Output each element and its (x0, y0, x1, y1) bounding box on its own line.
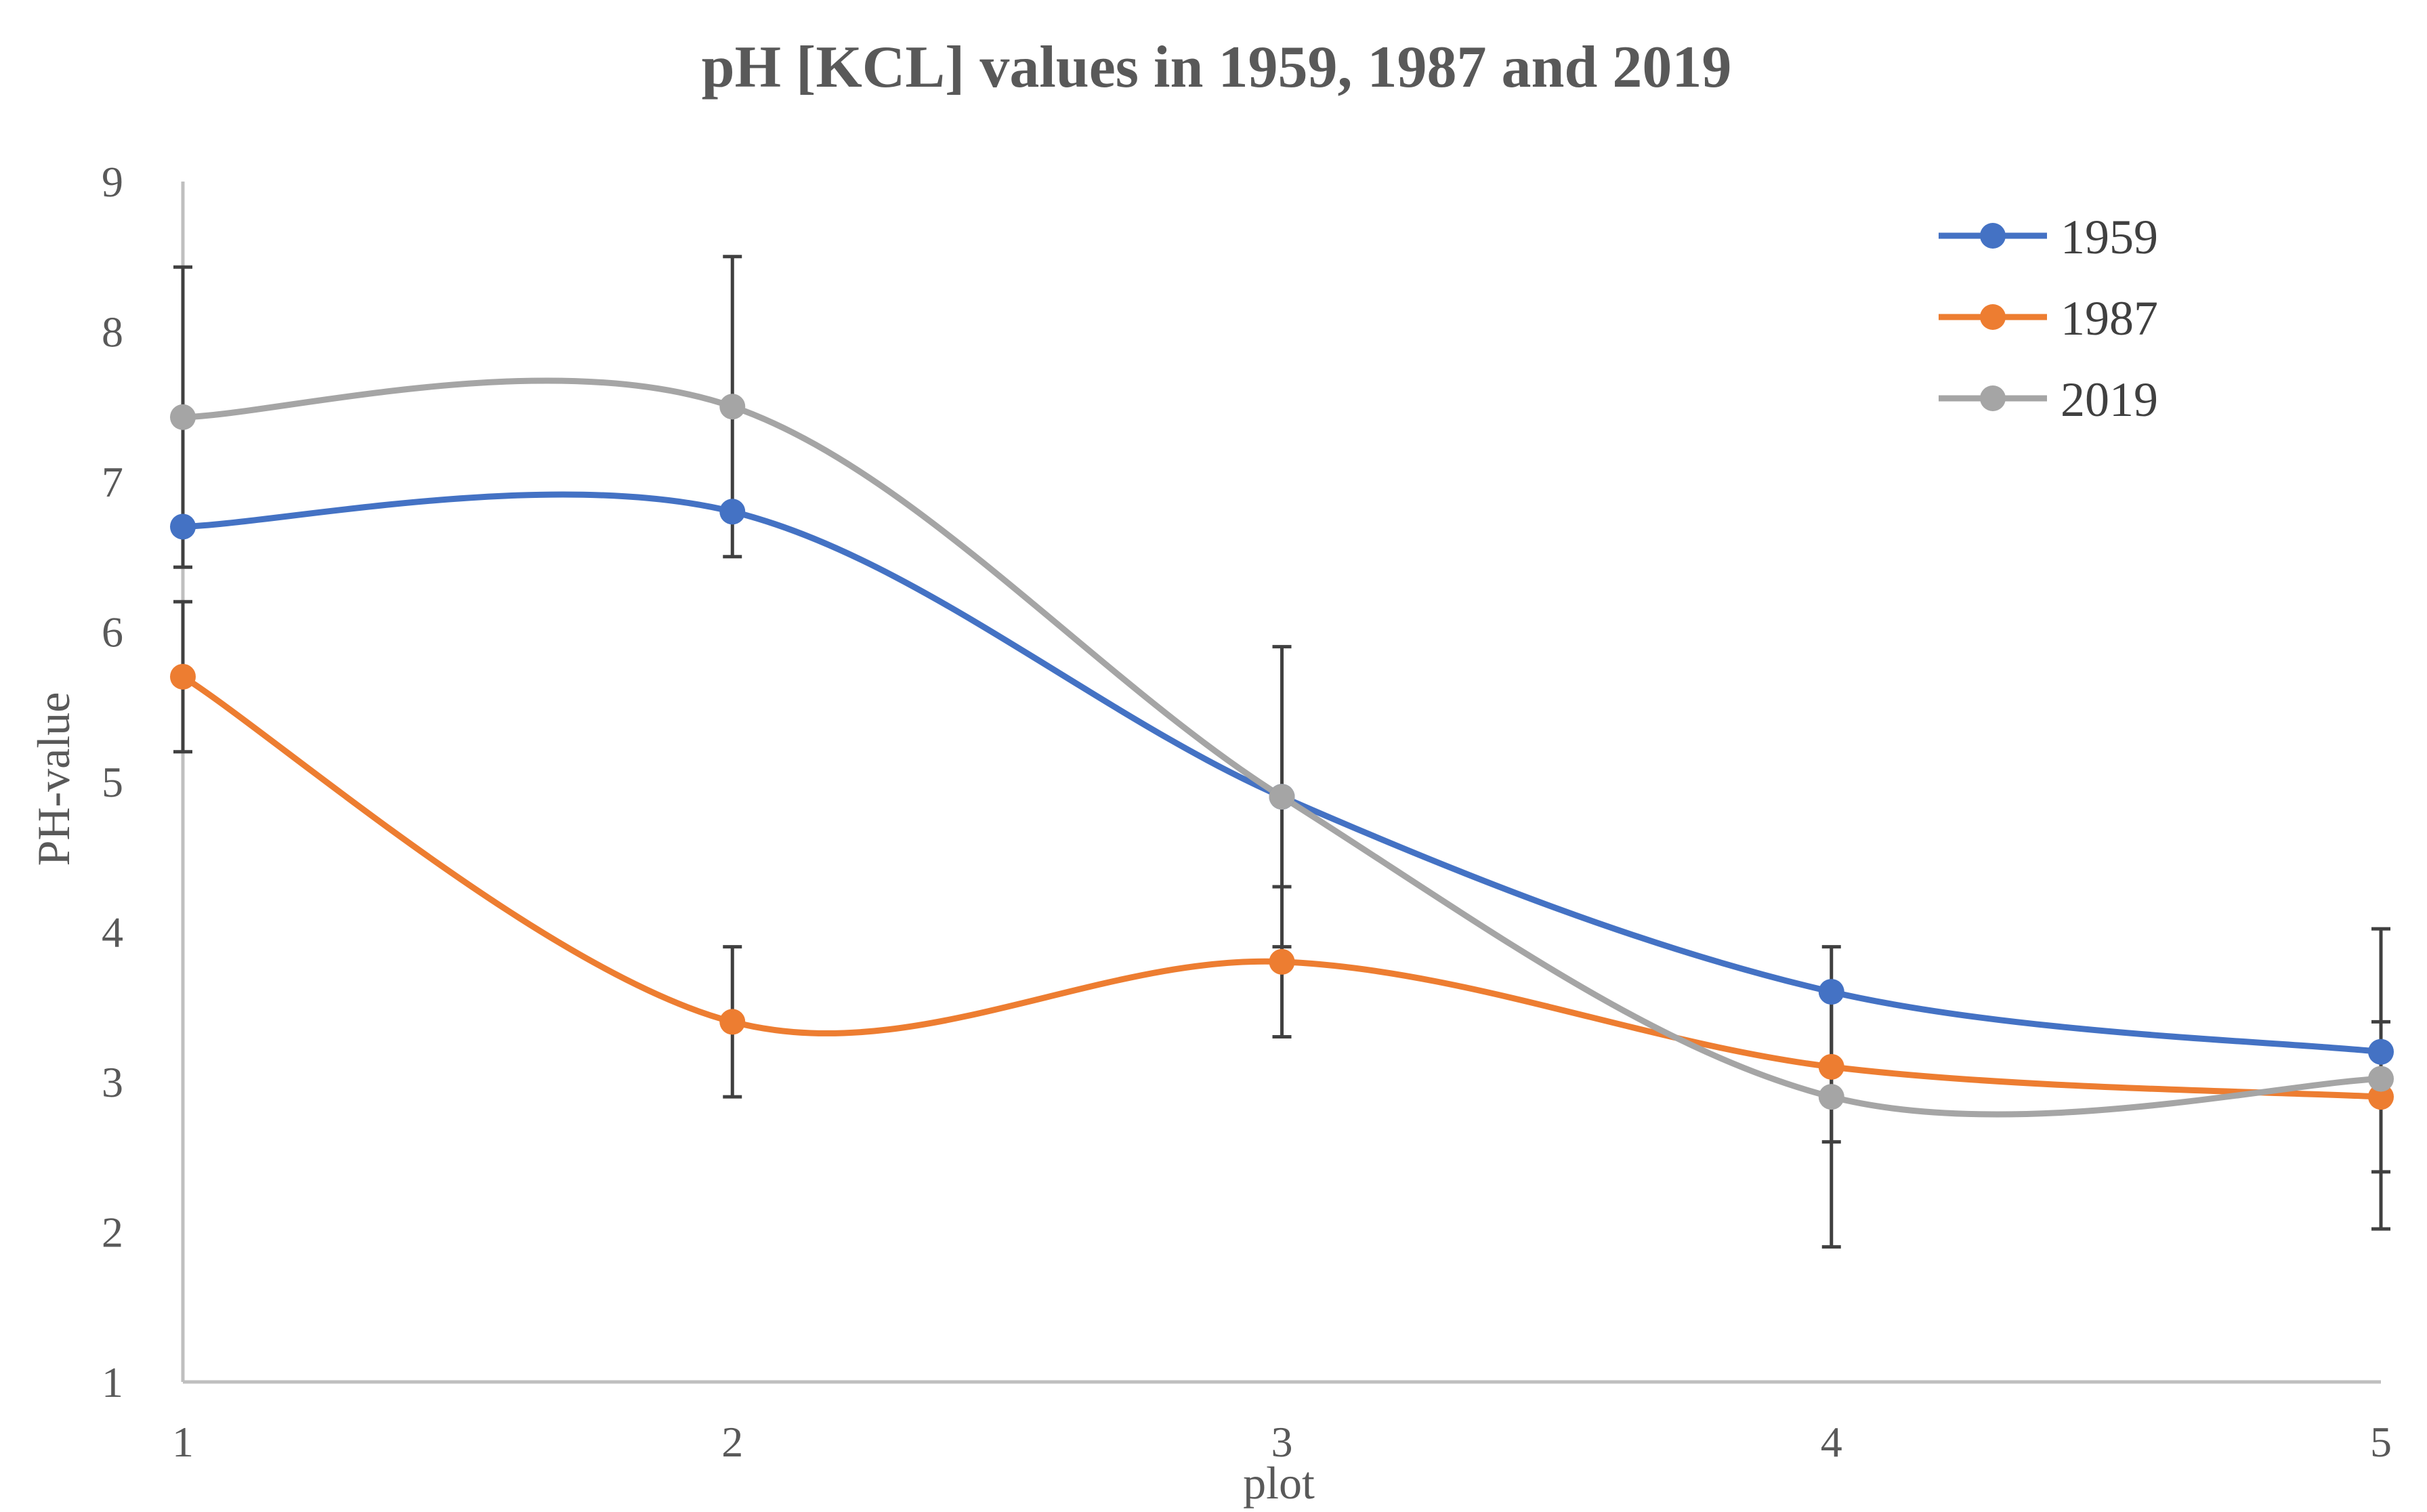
legend-item-2019: 2019 (1939, 373, 2158, 427)
x-tick-label: 2 (721, 1418, 743, 1466)
x-tick-labels: 1 2 3 4 5 (172, 1418, 2392, 1466)
x-tick-label: 1 (172, 1418, 194, 1466)
data-point-1987 (1818, 1053, 1844, 1080)
data-point-1987 (170, 663, 196, 690)
legend-item-1959: 1959 (1939, 210, 2158, 264)
legend-marker (1980, 223, 2006, 249)
legend-marker (1980, 304, 2006, 330)
data-point-1987 (1269, 948, 1295, 975)
data-point-1959 (2368, 1038, 2394, 1065)
data-point-1959 (1818, 979, 1844, 1005)
series-points (170, 394, 2394, 1110)
legend-label: 1959 (2061, 210, 2158, 264)
y-tick-label: 6 (102, 608, 123, 656)
y-tick-label: 8 (102, 308, 123, 356)
legend-label: 1987 (2061, 291, 2158, 345)
legend-marker (1980, 385, 2006, 411)
data-point-2019 (719, 394, 746, 420)
data-point-1959 (170, 513, 196, 540)
legend: 1959 1987 2019 (1939, 210, 2158, 427)
data-point-1959 (719, 499, 746, 525)
data-point-2019 (2368, 1066, 2394, 1092)
y-tick-label: 2 (102, 1209, 123, 1257)
y-tick-label: 3 (102, 1058, 123, 1106)
y-tick-label: 9 (102, 158, 123, 206)
chart-title: pH [KCL] values in 1959, 1987 and 2019 (702, 35, 1732, 100)
data-point-2019 (1818, 1084, 1844, 1110)
legend-label: 2019 (2061, 373, 2158, 427)
y-tick-label: 5 (102, 758, 123, 806)
y-axis-label: PH-value (28, 692, 79, 866)
y-tick-labels: 1 2 3 4 5 6 7 8 9 (102, 158, 123, 1406)
error-bars (173, 255, 2390, 1249)
y-tick-label: 4 (102, 908, 123, 957)
y-tick-label: 1 (102, 1358, 123, 1406)
x-axis-label: plot (1243, 1457, 1315, 1509)
legend-item-1987: 1987 (1939, 291, 2158, 345)
x-tick-label: 5 (2370, 1418, 2392, 1466)
data-point-2019 (170, 404, 196, 430)
series-line-1987 (180, 673, 2384, 1100)
x-tick-label: 3 (1271, 1418, 1293, 1466)
data-point-1987 (719, 1009, 746, 1035)
x-tick-label: 4 (1821, 1418, 1842, 1466)
y-tick-label: 7 (102, 458, 123, 506)
data-point-2019 (1269, 784, 1295, 810)
data-point-1987 (2368, 1084, 2394, 1110)
